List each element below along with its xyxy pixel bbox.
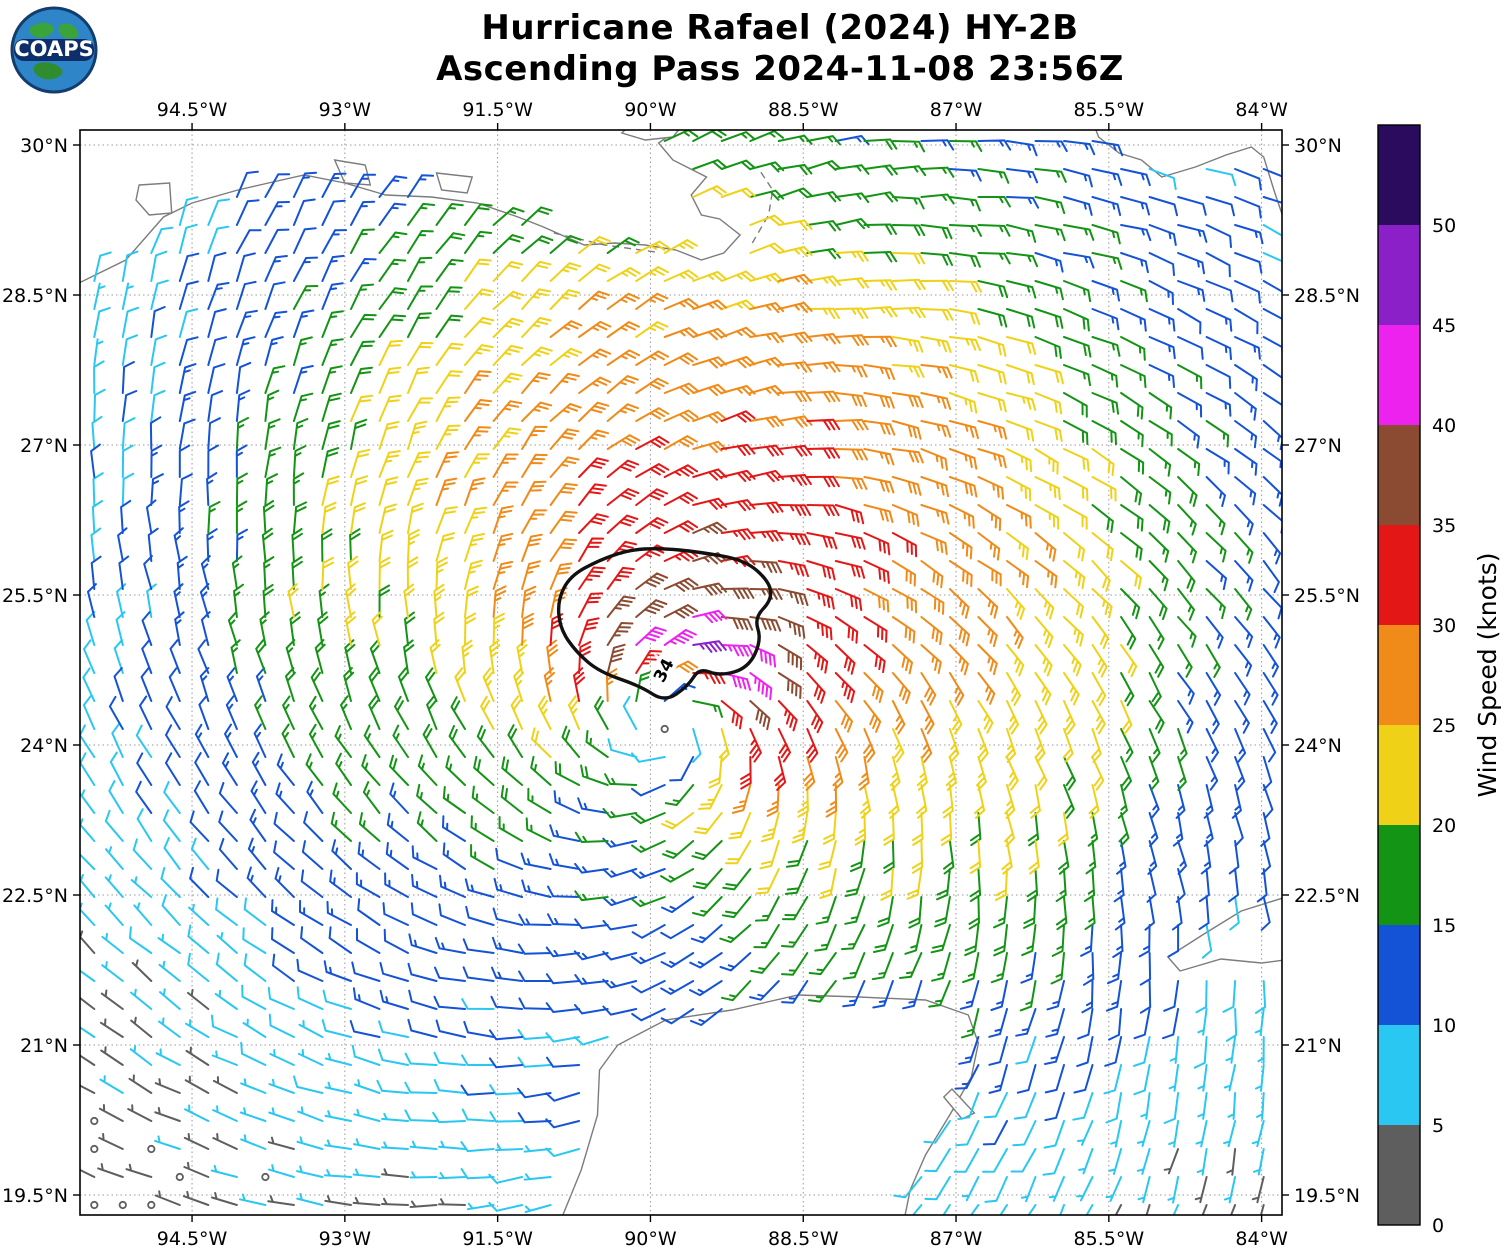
colorbar-segment — [1378, 925, 1420, 1025]
axes: 94.5°W 94.5°W 93°W 93°W 91.5°W 91.5°W 90°W 90°W… — [2, 99, 1360, 1250]
page-subtitle: Ascending Pass 2024-11-08 23:56Z — [436, 49, 1124, 90]
x-tick-label-bottom: 84°W — [1235, 1228, 1288, 1250]
colorbar-tick-label: 30 — [1432, 615, 1456, 637]
colorbar-segment — [1378, 1125, 1420, 1225]
barbs-speed-bin-5 — [435, 273, 1058, 818]
logo-band — [14, 39, 94, 61]
logo-continent — [29, 22, 54, 38]
y-tick-label-right: 21°N — [1294, 1035, 1342, 1057]
map-content: 34 — [80, 130, 1282, 1215]
barbs-speed-bin-7 — [606, 521, 809, 731]
colorbar-segment — [1378, 225, 1420, 325]
x-tick-label-bottom: 90°W — [624, 1228, 677, 1250]
y-tick-label-left: 24°N — [20, 735, 68, 757]
y-tick-label-left: 19.5°N — [2, 1185, 68, 1207]
barbs-speed-bin-6 — [549, 410, 918, 791]
barbs-speed-bin-3 — [207, 130, 1254, 1039]
x-tick-label-bottom: 87°W — [930, 1228, 983, 1250]
x-tick-label-top: 93°W — [319, 99, 372, 121]
colorbar-tick-label: 45 — [1432, 315, 1456, 337]
y-tick-label-left: 21°N — [20, 1035, 68, 1057]
y-tick-label-right: 19.5°N — [1294, 1185, 1360, 1207]
colorbar-tick-label: 25 — [1432, 715, 1456, 737]
y-tick-label-right: 25.5°N — [1294, 585, 1360, 607]
colorbar-tick-label: 50 — [1432, 215, 1456, 237]
x-tick-label-bottom: 91.5°W — [462, 1228, 533, 1250]
coast-yucatan-peninsula — [562, 994, 980, 1215]
x-tick-label-top: 88.5°W — [768, 99, 839, 121]
barbs-speed-bin-9 — [692, 640, 727, 653]
x-tick-label-bottom: 93°W — [319, 1228, 372, 1250]
y-tick-label-left: 28.5°N — [2, 285, 68, 307]
colorbar-tick-label: 0 — [1432, 1215, 1444, 1237]
colorbar-tick-label: 10 — [1432, 1015, 1456, 1037]
barbs-speed-bin-0 — [80, 930, 1265, 1215]
logo-continent — [58, 23, 79, 39]
y-tick-label-left: 22.5°N — [2, 885, 68, 907]
logo-continent — [33, 62, 63, 80]
colorbar-tick-label: 15 — [1432, 915, 1456, 937]
x-tick-label-top: 94.5°W — [157, 99, 228, 121]
x-tick-label-bottom: 94.5°W — [157, 1228, 228, 1250]
x-tick-label-top: 91.5°W — [462, 99, 533, 121]
barbs-speed-bin-8 — [635, 609, 777, 701]
y-tick-label-left: 25.5°N — [2, 585, 68, 607]
colorbar-segment — [1378, 825, 1420, 925]
title-block: Hurricane Rafael (2024) HY-2B Ascending … — [80, 8, 1480, 91]
colorbar-tick-label: 20 — [1432, 815, 1456, 837]
y-tick-label-right: 22.5°N — [1294, 885, 1360, 907]
coast-western-cuba — [1166, 897, 1282, 972]
colorbar-tick-label: 35 — [1432, 515, 1456, 537]
x-tick-label-bottom: 88.5°W — [768, 1228, 839, 1250]
y-tick-label-right: 24°N — [1294, 735, 1342, 757]
x-tick-label-top: 90°W — [624, 99, 677, 121]
colorbar-border — [1377, 124, 1421, 1226]
logo-text: COAPS — [14, 37, 93, 61]
page-title: Hurricane Rafael (2024) HY-2B — [481, 8, 1079, 48]
coaps-logo: COAPS — [10, 6, 98, 94]
y-tick-label-right: 27°N — [1294, 435, 1342, 457]
colorbar-segment — [1378, 125, 1420, 225]
y-tick-label-left: 30°N — [20, 135, 68, 157]
wind-barbs-layer — [80, 130, 1282, 1215]
colorbar-tick-label: 40 — [1432, 415, 1456, 437]
coast-galveston-bay — [135, 182, 173, 216]
barbs-speed-bin-4 — [287, 185, 1142, 901]
colorbar-segment — [1378, 425, 1420, 525]
barbs-speed-bin-2 — [87, 135, 1282, 1146]
x-tick-label-top: 85.5°W — [1074, 99, 1145, 121]
colorbar-segment — [1378, 625, 1420, 725]
y-tick-label-right: 28.5°N — [1294, 285, 1360, 307]
plot-border — [79, 129, 1283, 1216]
coastlines — [80, 130, 1282, 1215]
y-tick-label-left: 27°N — [20, 435, 68, 457]
barbs-speed-bin-1 — [80, 168, 1282, 1215]
colorbar-segment — [1378, 1025, 1420, 1125]
x-tick-label-top: 84°W — [1235, 99, 1288, 121]
colorbar-segment — [1378, 725, 1420, 825]
x-tick-label-top: 87°W — [930, 99, 983, 121]
coast-northern-gulf-coast — [80, 130, 742, 284]
colorbar-title: Wind Speed (knots) — [1473, 552, 1502, 797]
contour-34kt — [556, 546, 773, 700]
colorbar-segment — [1378, 325, 1420, 425]
coast-chandeleur-islands — [751, 166, 774, 244]
coast-vermilion-bay — [435, 172, 474, 194]
x-tick-label-bottom: 85.5°W — [1074, 1228, 1145, 1250]
colorbar: 0 5 10 15 20 25 30 35 40 45 50 Wind Speed (knots) — [1377, 124, 1502, 1237]
calm-circles — [90, 724, 669, 1210]
colorbar-tick-label: 5 — [1432, 1115, 1444, 1137]
colorbar-segment — [1378, 525, 1420, 625]
y-tick-label-right: 30°N — [1294, 135, 1342, 157]
